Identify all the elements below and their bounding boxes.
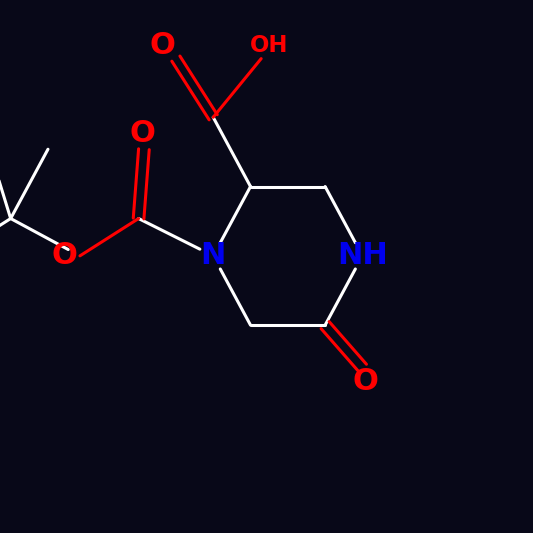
Text: O: O xyxy=(352,367,378,395)
Text: O: O xyxy=(130,119,156,148)
Text: O: O xyxy=(51,241,77,270)
Text: O: O xyxy=(150,31,175,60)
Text: N: N xyxy=(200,241,226,270)
Text: OH: OH xyxy=(250,34,288,57)
Text: NH: NH xyxy=(337,241,388,270)
